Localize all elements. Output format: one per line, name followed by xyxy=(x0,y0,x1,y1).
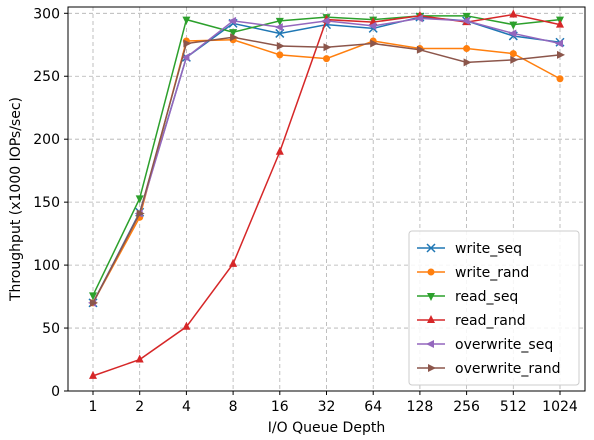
y-tick-label: 0 xyxy=(51,384,60,400)
legend-label: read_rand xyxy=(455,313,526,329)
x-tick-label: 64 xyxy=(364,399,382,415)
data-point xyxy=(135,195,144,204)
data-point xyxy=(556,75,564,83)
y-tick-label: 100 xyxy=(33,258,60,274)
data-point xyxy=(323,43,332,52)
x-axis-label: I/O Queue Depth xyxy=(268,420,385,436)
legend-marker xyxy=(427,268,435,276)
data-point xyxy=(89,370,97,379)
y-tick-label: 200 xyxy=(33,132,60,148)
legend-marker xyxy=(426,243,436,253)
y-tick-label: 50 xyxy=(42,321,60,337)
legend-marker xyxy=(428,364,436,372)
data-point xyxy=(136,209,145,218)
legend-label: write_rand xyxy=(455,265,529,281)
legend-entry: overwrite_seq xyxy=(417,337,553,353)
data-point xyxy=(90,298,98,307)
data-point xyxy=(276,51,284,59)
x-tick-label: 256 xyxy=(453,399,480,415)
axes: 1 2 4 8 16 32 64 128 256 512 1024 0 50 100 150 200 250 30… xyxy=(33,6,586,415)
data-point xyxy=(509,9,518,18)
data-point xyxy=(229,29,238,38)
y-tick-label: 250 xyxy=(33,69,60,85)
legend-entry: overwrite_rand xyxy=(417,361,561,377)
legend-marker xyxy=(427,315,435,323)
data-point xyxy=(89,292,97,301)
data-point xyxy=(555,39,563,48)
x-tick-label: 2 xyxy=(135,399,144,415)
x-tick-label: 4 xyxy=(182,399,191,415)
legend-label: write_seq xyxy=(455,241,522,257)
data-point xyxy=(274,23,283,32)
legend-box xyxy=(408,230,580,386)
legend: write_seq write_rand read_seq read_randover… xyxy=(408,230,580,386)
data-point xyxy=(463,45,471,53)
x-tick-label: 512 xyxy=(500,399,527,415)
legend-label: overwrite_rand xyxy=(455,361,561,377)
data-point xyxy=(275,146,284,155)
data-point xyxy=(181,53,190,62)
data-point xyxy=(182,16,191,25)
data-point xyxy=(461,16,470,25)
x-tick-label: 16 xyxy=(271,399,289,415)
data-point xyxy=(556,19,564,28)
legend-entry: write_rand xyxy=(417,265,529,281)
data-point xyxy=(508,29,517,38)
x-tick-label: 8 xyxy=(229,399,238,415)
data-point xyxy=(463,58,472,67)
x-tick-label: 1024 xyxy=(542,399,578,415)
legend-marker xyxy=(427,293,435,301)
data-point xyxy=(183,39,192,48)
data-point xyxy=(509,50,517,58)
data-point xyxy=(368,21,377,30)
data-point xyxy=(557,50,565,59)
data-point xyxy=(462,12,471,21)
data-point xyxy=(276,42,285,51)
y-tick-label: 300 xyxy=(33,6,60,22)
data-point xyxy=(323,55,330,63)
data-point xyxy=(182,321,191,330)
data-point xyxy=(416,45,425,54)
data-point xyxy=(229,258,238,267)
data-point xyxy=(228,16,237,25)
x-tick-label: 1 xyxy=(89,399,98,415)
legend-entry: write_seq xyxy=(417,241,522,257)
y-tick-label: 150 xyxy=(33,195,60,211)
x-tick-label: 32 xyxy=(318,399,336,415)
legend-label: overwrite_seq xyxy=(455,337,553,353)
legend-marker xyxy=(426,340,434,348)
data-point xyxy=(230,33,239,42)
y-axis-label: Throughput (x1000 IOPs/sec) xyxy=(8,97,24,302)
legend-label: read_seq xyxy=(455,289,518,305)
data-point xyxy=(510,55,519,64)
data-point xyxy=(414,14,423,23)
x-tick-label: 128 xyxy=(407,399,434,415)
data-point xyxy=(370,39,379,48)
series-lines xyxy=(88,9,565,379)
series-overwrite_rand xyxy=(90,33,565,307)
data-point xyxy=(509,21,518,30)
data-point xyxy=(135,354,144,363)
data-point xyxy=(321,16,330,25)
legend-entry: read_seq xyxy=(417,289,518,305)
legend-entry: read_rand xyxy=(417,313,526,329)
data-point xyxy=(275,17,284,26)
